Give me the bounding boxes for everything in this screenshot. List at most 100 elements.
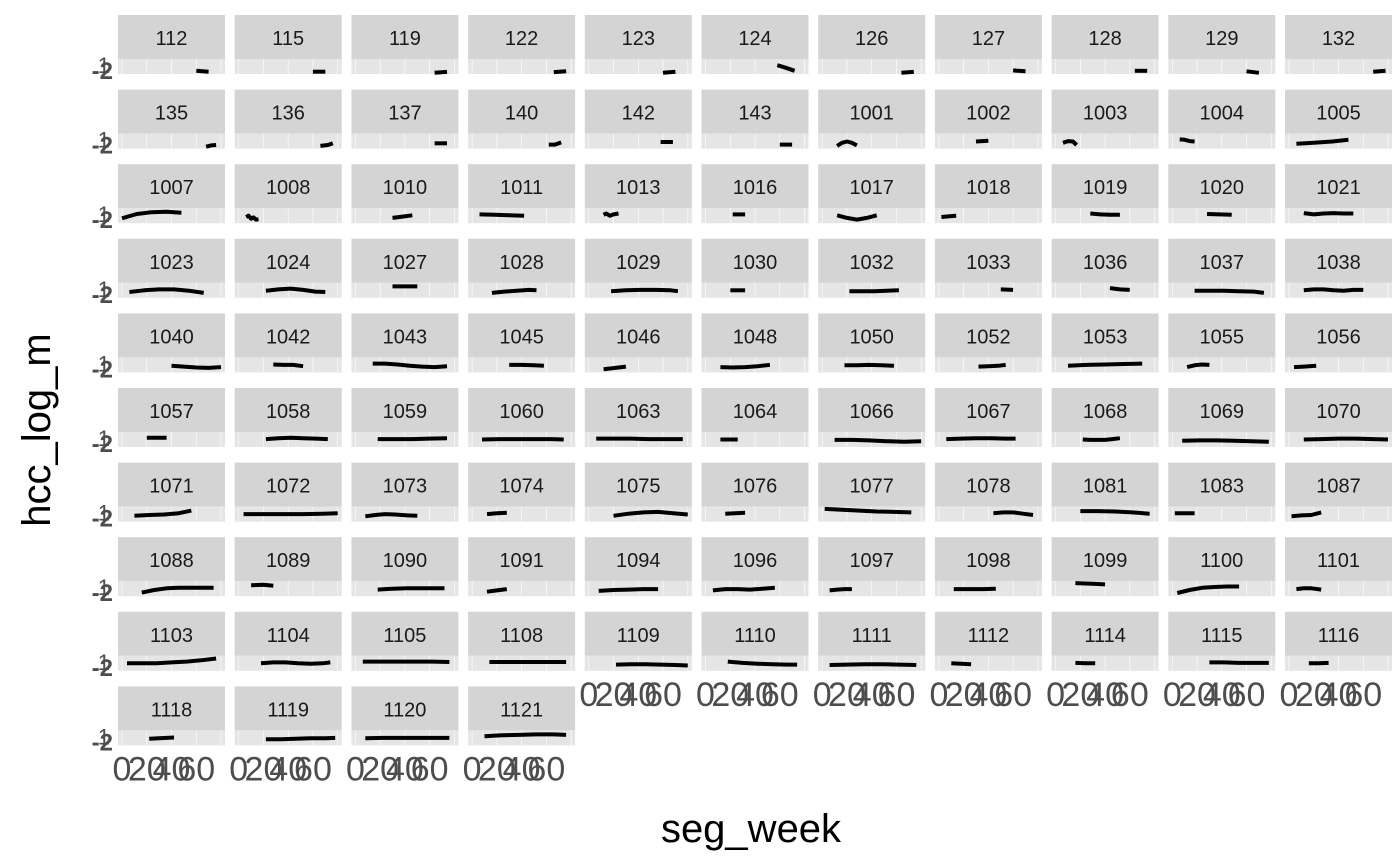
facet-panel: 1037: [1168, 238, 1276, 298]
facet-panel: 143: [701, 89, 809, 149]
facet-label: 1075: [616, 476, 661, 498]
facet-panel: 1072: [234, 462, 342, 522]
facet-label: 1046: [616, 326, 661, 348]
facet-panel: 1075: [584, 462, 692, 522]
series-line: [1296, 586, 1322, 592]
series-line: [849, 288, 899, 294]
series-line: [1303, 211, 1354, 217]
facet-panel: 1003: [1051, 89, 1159, 149]
facet-strip: [1285, 313, 1392, 358]
facet-panel: 142: [584, 89, 692, 149]
facet-label: 136: [272, 103, 305, 125]
facet-strip: [1051, 313, 1159, 358]
x-tick-label: 0: [579, 676, 598, 714]
facet-strip: [1168, 537, 1276, 582]
facet-label: 1100: [1200, 550, 1243, 572]
facet-label: 1055: [1200, 326, 1245, 348]
facet-panel: 1066: [818, 388, 926, 447]
facet-label: 1064: [733, 401, 778, 423]
facet-label: 1003: [1083, 103, 1128, 125]
facet-label: 1050: [849, 326, 894, 348]
series-line: [484, 732, 567, 739]
facet-label: 1109: [617, 625, 660, 647]
facet-label: 1108: [500, 625, 543, 647]
series-line: [941, 213, 957, 219]
facet-panel: 1027: [351, 238, 459, 298]
facet-strip: [1051, 89, 1159, 134]
facet-label: 1036: [1083, 252, 1128, 274]
x-tick-label: 0: [113, 750, 132, 788]
facet-strip: [1168, 15, 1276, 59]
facet-panel: 1074: [468, 462, 576, 522]
facet-strip: [234, 462, 342, 507]
series-line: [1075, 581, 1106, 587]
series-line: [613, 509, 688, 518]
facet-label: 1017: [849, 177, 894, 199]
facet-strip: [701, 313, 809, 358]
facet-panel: 1070: [1285, 388, 1392, 447]
series-line: [1293, 363, 1317, 370]
facet-strip: [818, 89, 926, 134]
facet-strip: [351, 89, 459, 134]
facet-strip: [934, 462, 1042, 507]
facet-panel: 1104: [234, 611, 342, 671]
facet-label: 1029: [616, 252, 661, 274]
facet-strip: [1168, 164, 1276, 209]
facet-label: 1120: [383, 699, 426, 721]
series-line: [251, 582, 274, 588]
facet-panel: 1013: [584, 164, 692, 224]
facet-panel: 1101: [1285, 537, 1392, 597]
x-tick-label: 60: [411, 750, 449, 788]
series-line: [129, 287, 204, 295]
facet-panel: 1078: [934, 462, 1042, 522]
series-line: [1186, 362, 1210, 370]
facet-strip: [584, 15, 692, 59]
facet-strip: [118, 537, 225, 582]
facet-label: 1116: [1318, 625, 1360, 647]
facet-strip: [584, 238, 692, 283]
facet-label: 1018: [966, 177, 1011, 199]
x-tick-label: 0: [813, 676, 832, 714]
x-tick-label: 60: [761, 676, 799, 714]
facet-label: 1053: [1083, 326, 1128, 348]
series-line: [824, 506, 912, 515]
facet-strip: [468, 15, 576, 59]
facet-label: 1008: [266, 177, 311, 199]
series-line: [610, 287, 679, 294]
facet-panel: 1011: [468, 164, 576, 224]
facet-label: 1057: [149, 401, 194, 423]
facet-panel: 1048: [701, 313, 809, 373]
y-tick-label: 1: [98, 650, 110, 675]
facet-label: 122: [505, 28, 538, 50]
facet-label: 1105: [383, 625, 426, 647]
facet-label: 1058: [266, 401, 311, 423]
x-tick-label: 0: [1280, 676, 1299, 714]
facet-strip: [468, 89, 576, 134]
facet-strip: [468, 611, 576, 656]
x-tick-label: 20: [478, 750, 516, 788]
facet-strip: [934, 164, 1042, 209]
facet-panel: 135 -21: [92, 89, 225, 160]
series-line: [1082, 436, 1121, 442]
series-line: [486, 510, 507, 517]
y-tick-label: -2: [92, 655, 113, 682]
facet-label: 1077: [849, 476, 894, 498]
series-line: [1109, 286, 1130, 292]
facet-label: 1103: [150, 625, 193, 647]
x-tick-label: 40: [736, 676, 774, 714]
facet-panel: 1032: [818, 238, 926, 298]
facet-strip: [351, 164, 459, 209]
x-tick-label: 40: [269, 750, 307, 788]
facet-label: 1070: [1316, 401, 1361, 423]
facet-strip: [234, 313, 342, 358]
facet-strip: [1285, 611, 1392, 656]
x-tick-label: 0: [696, 676, 715, 714]
series-line: [946, 436, 1016, 442]
series-line: [365, 512, 418, 519]
facet-label: 1043: [383, 326, 428, 348]
series-line: [434, 69, 448, 75]
facet-strip: [1285, 164, 1392, 209]
facet-label: 128: [1088, 28, 1121, 50]
